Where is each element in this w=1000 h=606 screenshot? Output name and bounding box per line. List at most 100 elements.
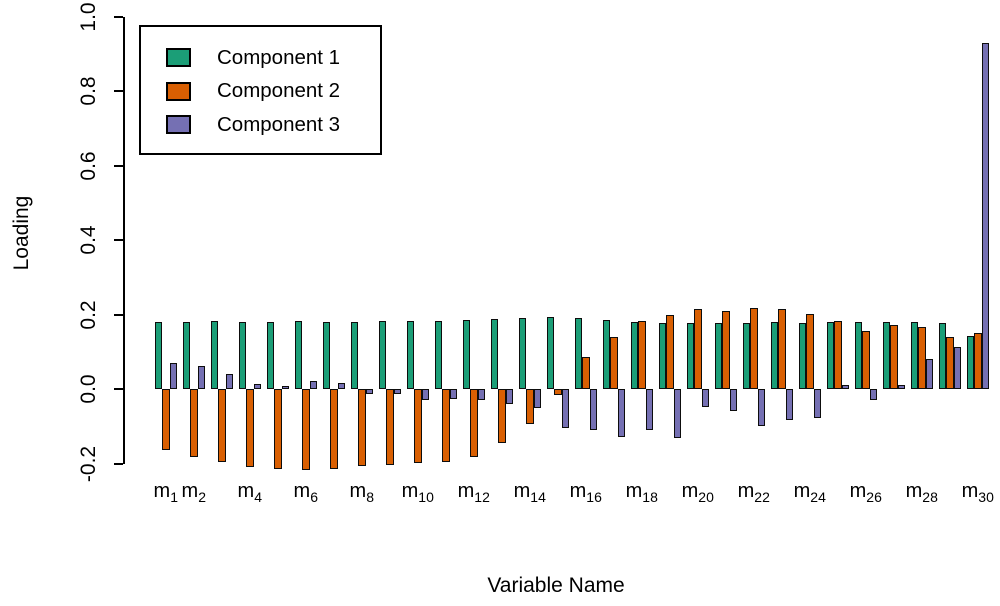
bar-m3-component-1 xyxy=(210,321,218,389)
bar-m21-component-3 xyxy=(729,389,737,411)
y-tick-0.0 xyxy=(114,388,123,390)
x-tick-label-m14: m14 xyxy=(513,480,546,505)
bar-m7-component-1 xyxy=(322,321,330,389)
bar-m19-component-1 xyxy=(658,322,666,389)
bar-m28-component-1 xyxy=(910,321,918,389)
bar-m14-component-2 xyxy=(526,389,534,425)
bar-m30-component-1 xyxy=(966,336,974,389)
bar-m17-component-3 xyxy=(617,389,625,438)
bar-m24-component-2 xyxy=(806,314,814,389)
y-tick-1.0 xyxy=(114,15,123,18)
x-tick-label-m18: m18 xyxy=(625,480,658,505)
bar-m13-component-3 xyxy=(505,389,513,404)
bar-m20-component-1 xyxy=(686,323,694,389)
bar-m12-component-3 xyxy=(477,389,485,401)
legend-swatch-icon xyxy=(166,115,191,135)
x-tick-label-m16: m16 xyxy=(569,480,602,505)
bar-m23-component-1 xyxy=(770,321,778,389)
x-tick-label-m10: m10 xyxy=(401,480,434,505)
bar-m22-component-2 xyxy=(750,308,758,389)
legend: Component 1 Component 2 Component 3 xyxy=(139,25,382,155)
bar-m10-component-3 xyxy=(421,389,429,401)
legend-swatch-icon xyxy=(166,48,191,68)
y-tick-label-0.4: 0.4 xyxy=(77,225,100,255)
bar-m6-component-1 xyxy=(294,321,302,389)
y-tick-0.2 xyxy=(114,313,123,316)
bar-m14-component-3 xyxy=(533,389,541,409)
bar-m12-component-1 xyxy=(462,320,470,389)
bar-m6-component-2 xyxy=(302,389,310,471)
bar-m17-component-1 xyxy=(602,320,610,389)
bar-m2-component-2 xyxy=(190,389,198,458)
legend-label: Component 2 xyxy=(217,79,341,103)
bar-m8-component-2 xyxy=(358,389,366,467)
bar-m29-component-2 xyxy=(946,336,954,389)
legend-item-2: Component 2 xyxy=(166,75,380,109)
bar-m9-component-1 xyxy=(378,321,386,389)
x-tick-label-m20: m20 xyxy=(681,480,714,505)
x-tick-label-m28: m28 xyxy=(905,480,938,505)
bar-m2-component-3 xyxy=(197,366,205,389)
bar-m8-component-3 xyxy=(365,389,373,395)
bar-m18-component-2 xyxy=(638,320,646,389)
bar-m5-component-3 xyxy=(281,385,289,389)
bar-m7-component-2 xyxy=(330,389,338,470)
bar-m23-component-2 xyxy=(778,309,786,389)
bar-m11-component-1 xyxy=(434,320,442,389)
x-tick-label-m30: m30 xyxy=(961,480,994,505)
bar-m18-component-3 xyxy=(645,389,653,430)
legend-label: Component 3 xyxy=(217,112,341,136)
bar-m5-component-2 xyxy=(274,389,282,470)
bar-m20-component-2 xyxy=(694,309,702,389)
bar-m29-component-3 xyxy=(953,346,961,389)
bar-m1-component-1 xyxy=(154,321,162,389)
y-tick-0.8 xyxy=(114,90,123,92)
bar-m6-component-3 xyxy=(309,381,317,389)
legend-item-3: Component 3 xyxy=(166,108,380,142)
y-tick-label--0.2: -0.2 xyxy=(77,445,100,482)
x-axis-title: Variable Name xyxy=(487,574,625,597)
bar-m9-component-2 xyxy=(386,389,394,466)
x-tick-label-m1: m1 xyxy=(153,480,178,505)
bar-m4-component-1 xyxy=(238,321,246,389)
bar-m26-component-2 xyxy=(862,330,870,389)
bar-m3-component-2 xyxy=(218,389,226,463)
bar-m1-component-3 xyxy=(169,362,177,389)
x-tick-label-m24: m24 xyxy=(793,480,826,505)
bar-m11-component-2 xyxy=(442,389,450,463)
bar-m19-component-2 xyxy=(666,314,674,389)
bar-m28-component-2 xyxy=(918,327,926,389)
y-tick-label-0.0: 0.0 xyxy=(77,374,100,404)
x-tick-label-m12: m12 xyxy=(457,480,490,505)
bar-m30-component-2 xyxy=(974,333,982,389)
bar-m5-component-1 xyxy=(266,321,274,389)
y-tick-label-0.6: 0.6 xyxy=(77,150,100,181)
legend-label: Component 1 xyxy=(217,45,341,69)
y-tick--0.2 xyxy=(114,462,123,465)
bar-m16-component-3 xyxy=(589,389,597,430)
bar-m4-component-3 xyxy=(253,384,261,389)
bar-m27-component-3 xyxy=(897,384,905,389)
x-tick-label-m4: m4 xyxy=(237,480,262,505)
legend-swatch-icon xyxy=(166,81,191,101)
y-tick-label-0.2: 0.2 xyxy=(77,299,100,330)
bar-m15-component-2 xyxy=(554,389,562,395)
bar-m27-component-1 xyxy=(882,321,890,389)
bar-m29-component-1 xyxy=(938,322,946,389)
y-tick-0.4 xyxy=(114,239,123,241)
bar-m13-component-2 xyxy=(498,389,506,444)
y-tick-0.6 xyxy=(114,164,123,167)
x-tick-label-m22: m22 xyxy=(737,480,770,505)
bar-m4-component-2 xyxy=(246,389,254,468)
bar-m25-component-3 xyxy=(841,384,849,389)
bar-m15-component-3 xyxy=(561,389,569,429)
bar-m13-component-1 xyxy=(490,319,498,389)
bar-m23-component-3 xyxy=(785,389,793,420)
bar-m27-component-2 xyxy=(890,324,898,389)
bar-m22-component-3 xyxy=(757,389,765,426)
bar-m10-component-1 xyxy=(406,320,414,389)
bar-m26-component-3 xyxy=(869,389,877,401)
bar-m19-component-3 xyxy=(673,389,681,439)
bar-m11-component-3 xyxy=(449,389,457,399)
